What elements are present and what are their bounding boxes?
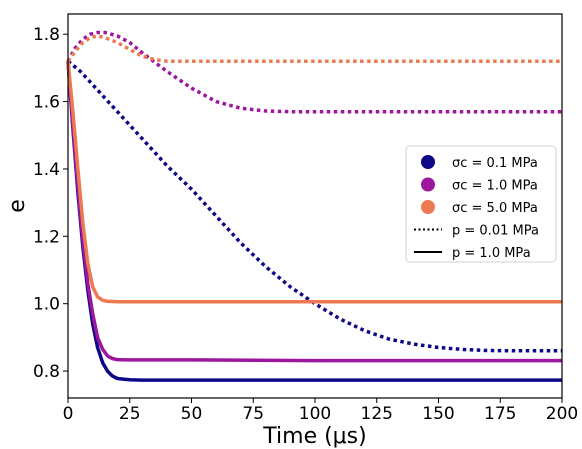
x-axis-label: Time (μs) <box>262 424 366 449</box>
legend-marker-2 <box>421 200 435 214</box>
y-axis: 0.8 1.0 1.2 1.4 1.6 1.8 <box>33 25 68 382</box>
series-line-1 <box>66 30 562 114</box>
legend-frame <box>405 145 557 263</box>
legend-label-2: σc = 5.0 MPa <box>452 201 538 216</box>
x-tick-label: 150 <box>422 404 454 424</box>
series-line-2 <box>66 34 562 63</box>
legend-marker-1 <box>421 177 435 192</box>
y-tick-label: 1.2 <box>33 227 60 247</box>
x-axis: 0 25 50 75 100 125 150 175 200 <box>63 398 578 424</box>
legend-label-3: p = 0.01 MPa <box>452 224 539 239</box>
series-line-0 <box>66 59 562 353</box>
x-tick-label: 100 <box>299 404 331 424</box>
x-tick-label: 75 <box>242 404 264 424</box>
y-tick-label: 1.8 <box>33 25 60 45</box>
x-tick-label: 125 <box>361 404 393 424</box>
x-tick-label: 25 <box>119 404 141 424</box>
legend-label-4: p = 1.0 MPa <box>452 246 531 261</box>
legend-entries: σc = 0.1 MPa σc = 1.0 MPa σc = 5.0 MPa p = … <box>414 155 539 261</box>
legend: σc = 0.1 MPa σc = 1.0 MPa σc = 5.0 MPa p = … <box>405 145 557 263</box>
x-tick-label: 50 <box>181 404 203 424</box>
y-axis-label: e <box>5 199 30 213</box>
series-layer <box>66 30 562 382</box>
y-tick-label: 1.4 <box>33 160 60 180</box>
x-tick-label: 0 <box>63 404 74 424</box>
legend-label-1: σc = 1.0 MPa <box>452 179 538 194</box>
y-tick-label: 1.6 <box>33 93 60 113</box>
legend-marker-0 <box>421 155 435 169</box>
y-tick-label: 0.8 <box>33 362 60 382</box>
y-tick-label: 1.0 <box>33 295 60 315</box>
series-line-5 <box>66 61 562 304</box>
legend-label-0: σc = 0.1 MPa <box>452 156 538 171</box>
x-tick-label: 200 <box>546 404 578 424</box>
x-tick-label: 175 <box>484 404 516 424</box>
